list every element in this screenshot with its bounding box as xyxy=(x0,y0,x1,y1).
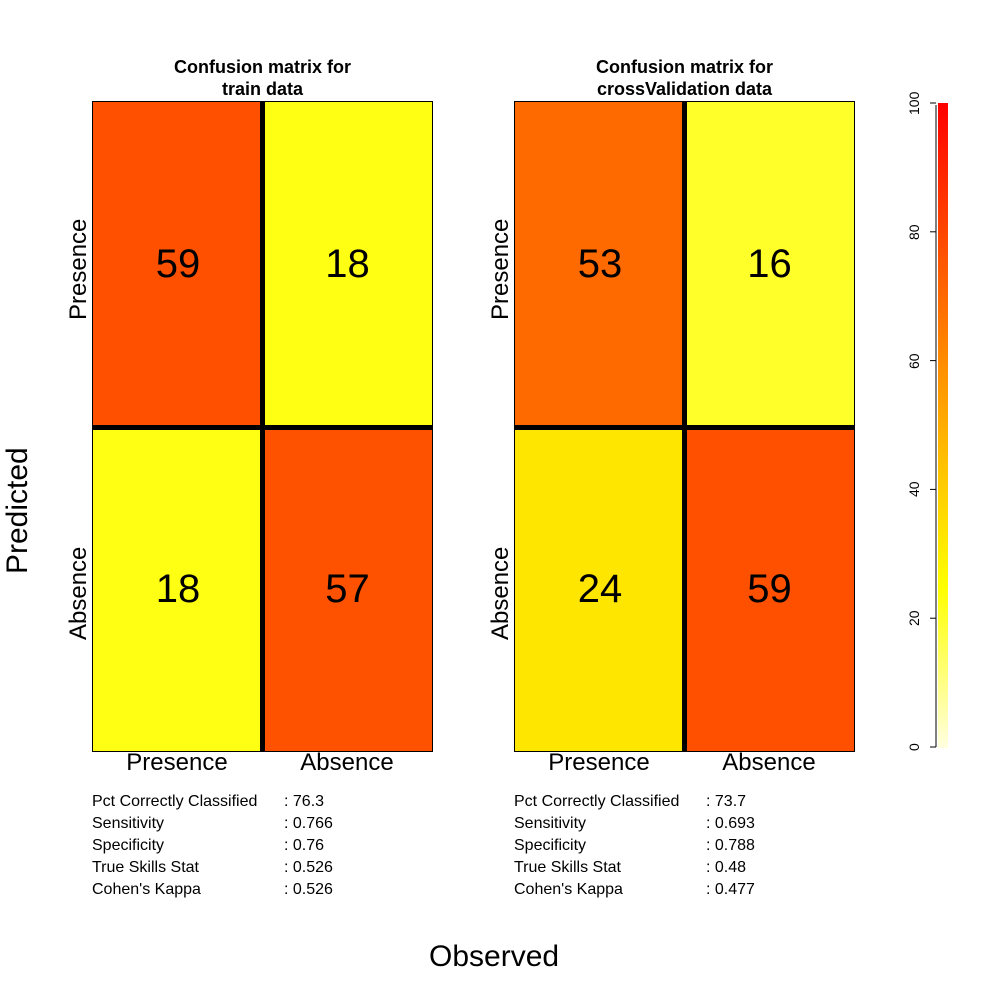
panel2-cell-presence-absence: 16 xyxy=(685,102,854,427)
panel2-cell-absence-absence: 59 xyxy=(685,427,854,751)
panel1-ytick-absence: Absence xyxy=(65,546,92,640)
panel2-title-line1: Confusion matrix for xyxy=(595,57,773,77)
stat-value: : 0.477 xyxy=(706,881,755,898)
stat-label: Sensitivity xyxy=(92,815,165,832)
cell-value: 24 xyxy=(577,566,623,611)
panel2-cell-presence-presence: 53 xyxy=(515,102,685,427)
panel2-title-line2: crossValidation data xyxy=(596,79,773,99)
panel2-stats: Pct Correctly Classified : 73.7 Sensitivi… xyxy=(514,791,755,901)
colorbar-tick-label: 40 xyxy=(906,481,922,498)
stat-label: Specificity xyxy=(92,837,165,854)
stat-value: : 0.76 xyxy=(284,837,325,854)
stat-label: Specificity xyxy=(514,837,587,854)
stat-value: : 0.526 xyxy=(284,859,333,876)
stat-row: Specificity : 0.76 xyxy=(92,835,333,857)
stat-label: Pct Correctly Classified xyxy=(514,793,680,810)
stat-value: : 0.526 xyxy=(284,881,333,898)
cell-value: 59 xyxy=(747,566,792,611)
colorbar-ticks xyxy=(930,102,936,748)
panel2-horizontal-divider xyxy=(515,425,854,430)
stat-label: True Skills Stat xyxy=(92,859,199,876)
cell-value: 53 xyxy=(577,242,623,286)
stat-row: Sensitivity : 0.693 xyxy=(514,813,755,835)
stat-row: Pct Correctly Classified : 76.3 xyxy=(92,791,333,813)
stat-value: : 76.3 xyxy=(284,793,325,810)
colorbar-tick-label: 0 xyxy=(906,743,922,751)
stat-value: : 73.7 xyxy=(706,793,747,810)
panel2-cell-absence-presence: 24 xyxy=(515,427,685,751)
stat-row: Cohen's Kappa : 0.477 xyxy=(514,879,755,901)
panel1-title: Confusion matrix for train data xyxy=(92,56,433,100)
colorbar-fill xyxy=(938,103,948,748)
stat-value: : 0.48 xyxy=(706,859,747,876)
stat-value: : 0.788 xyxy=(706,837,755,854)
stat-row: Specificity : 0.788 xyxy=(514,835,755,857)
panel1-ytick-presence: Presence xyxy=(65,218,92,320)
colorbar-tick-label: 100 xyxy=(906,91,922,115)
panel2-ytick-presence: Presence xyxy=(487,218,514,320)
stat-row: True Skills Stat : 0.526 xyxy=(92,857,333,879)
stat-row: Cohen's Kappa : 0.526 xyxy=(92,879,333,901)
panel2-xtick-presence: Presence xyxy=(548,749,650,776)
panel1-xtick-absence: Absence xyxy=(300,749,394,776)
panel1-cell-presence-presence: 59 xyxy=(93,102,263,427)
cell-value: 59 xyxy=(155,242,201,286)
panel2-title: Confusion matrix for crossValidation dat… xyxy=(514,56,855,100)
colorbar-tick-label: 60 xyxy=(906,353,922,369)
stat-label: Cohen's Kappa xyxy=(92,881,201,898)
colorbar xyxy=(930,102,948,748)
panel1-title-line1: Confusion matrix for xyxy=(173,57,351,77)
panel1-cell-absence-presence: 18 xyxy=(93,427,263,751)
panel1-stats: Pct Correctly Classified : 76.3 Sensitivi… xyxy=(92,791,333,901)
x-axis-label: Observed xyxy=(429,940,560,973)
panel1-xtick-presence: Presence xyxy=(126,749,228,776)
stat-label: Pct Correctly Classified xyxy=(92,793,258,810)
colorbar-tick-label: 20 xyxy=(906,610,922,627)
cell-value: 16 xyxy=(747,242,792,286)
stat-value: : 0.766 xyxy=(284,815,333,832)
stat-label: True Skills Stat xyxy=(514,859,621,876)
panel1-cell-presence-absence: 18 xyxy=(263,102,432,427)
panel2-ytick-absence: Absence xyxy=(487,546,514,640)
cell-value: 57 xyxy=(325,566,370,611)
cell-value: 18 xyxy=(155,566,201,611)
panel1-matrix: 59 18 18 57 xyxy=(92,101,433,752)
stat-label: Sensitivity xyxy=(514,815,587,832)
stat-row: Sensitivity : 0.766 xyxy=(92,813,333,835)
panel2-matrix: 53 16 24 59 xyxy=(514,101,855,752)
stat-value: : 0.693 xyxy=(706,815,755,832)
colorbar-tick-label: 80 xyxy=(906,224,922,240)
stat-row: Pct Correctly Classified : 73.7 xyxy=(514,791,755,813)
stat-label: Cohen's Kappa xyxy=(514,881,623,898)
stat-row: True Skills Stat : 0.48 xyxy=(514,857,755,879)
y-axis-label: Predicted xyxy=(1,447,34,574)
panel2-xtick-absence: Absence xyxy=(722,749,816,776)
panel1-horizontal-divider xyxy=(93,425,432,430)
cell-value: 18 xyxy=(325,242,370,286)
panel1-title-line2: train data xyxy=(221,79,304,99)
panel1-cell-absence-absence: 57 xyxy=(263,427,432,751)
